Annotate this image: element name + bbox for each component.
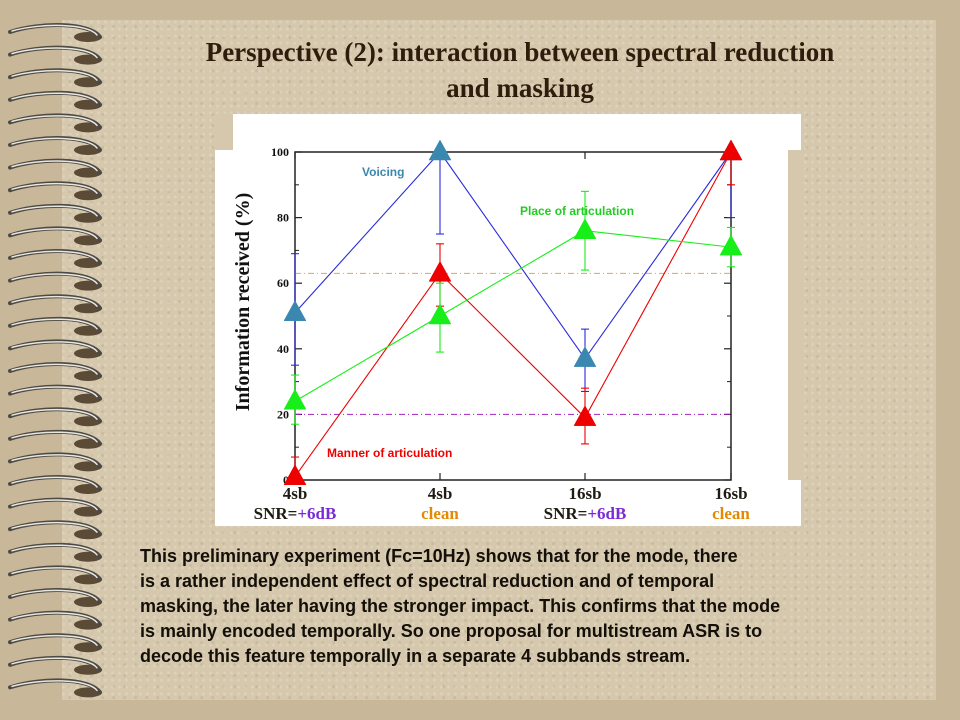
binding-ring-highlight — [11, 454, 98, 466]
binding-ring-highlight — [11, 431, 98, 443]
y-tick-label: 80 — [277, 211, 289, 225]
place-point — [573, 218, 597, 239]
manner-line — [294, 151, 732, 478]
description-line: is mainly encoded temporally. So one pro… — [140, 621, 763, 641]
y-axis-label: Information received (%) — [232, 193, 254, 411]
slide-title-line1: Perspective (2): interaction between spe… — [205, 37, 835, 67]
place-label: Place of articulation — [520, 204, 634, 218]
description-text: This preliminary experiment (Fc=10Hz) sh… — [140, 544, 930, 669]
chart-background — [215, 114, 801, 526]
subband-label: 16sb — [568, 484, 602, 503]
y-tick-label: 60 — [277, 276, 289, 290]
binding-ring-highlight — [11, 69, 98, 81]
voicing-point — [573, 346, 597, 367]
place-point — [283, 388, 307, 410]
voicing-label: Voicing — [362, 165, 404, 179]
binding-ring-highlight — [11, 205, 98, 217]
binding-ring-highlight — [11, 408, 98, 420]
clean-label: clean — [421, 504, 459, 523]
y-tick-label: 40 — [277, 342, 289, 356]
category-label: 4sb clean — [370, 484, 510, 524]
binding-ring-highlight — [11, 657, 98, 669]
binding-ring-highlight — [11, 386, 98, 398]
description-line: masking, the later having the stronger i… — [140, 596, 781, 616]
binding-ring-highlight — [11, 47, 98, 59]
place-line — [294, 230, 732, 402]
binding-ring-highlight — [11, 115, 98, 127]
snr-prefix: SNR= — [253, 504, 298, 523]
description-line: decode this feature temporally in a sepa… — [140, 646, 691, 666]
manner-point — [719, 139, 743, 161]
place-point — [719, 234, 743, 256]
slide-title: Perspective (2): interaction between spe… — [120, 34, 920, 106]
binding-ring-highlight — [11, 318, 98, 330]
binding-ring-highlight — [11, 137, 98, 149]
binding-ring-highlight — [11, 499, 98, 511]
binding-ring-highlight — [11, 228, 98, 240]
manner-point — [573, 405, 597, 426]
binding-ring-highlight — [11, 92, 98, 104]
voicing-point — [428, 139, 452, 161]
binding-ring-highlight — [11, 273, 98, 285]
binding-ring-highlight — [11, 341, 98, 353]
category-label: 4sb SNR=+6dB — [225, 484, 365, 524]
binding-ring-highlight — [11, 476, 98, 488]
chart-corner-notch — [215, 114, 233, 150]
binding-ring-highlight — [11, 24, 98, 36]
binding-ring-highlight — [11, 634, 98, 646]
binding-ring-highlight — [11, 544, 98, 556]
chart-right-notch — [788, 150, 801, 480]
spiral-binding — [8, 23, 102, 698]
binding-ring-highlight — [11, 521, 98, 533]
binding-ring-highlight — [11, 612, 98, 624]
description-line: This preliminary experiment (Fc=10Hz) sh… — [140, 546, 738, 566]
manner-label: Manner of articulation — [327, 446, 452, 460]
slide-title-line2: and masking — [446, 73, 594, 103]
chart-area: 0 20 40 60 80 100 Information received (%) Voic… — [215, 114, 801, 526]
snr-value: +6dB — [297, 504, 337, 523]
snr-value: +6dB — [587, 504, 627, 523]
y-tick-label: 100 — [271, 145, 289, 159]
y-tick-label: 20 — [277, 407, 289, 421]
binding-ring-highlight — [11, 589, 98, 601]
binding-ring-highlight — [11, 182, 98, 194]
category-label: 16sb clean — [661, 484, 801, 524]
manner-point — [283, 464, 307, 485]
binding-ring-highlight — [11, 295, 98, 307]
subband-label: 4sb — [427, 484, 453, 503]
binding-ring-highlight — [11, 160, 98, 172]
description-line: is a rather independent effect of spectr… — [140, 571, 715, 591]
snr-prefix: SNR= — [543, 504, 588, 523]
binding-ring-highlight — [11, 250, 98, 262]
binding-ring-highlight — [11, 680, 98, 692]
place-point — [428, 303, 452, 325]
line-chart: 0 20 40 60 80 100 Information received (%) Voic… — [215, 114, 801, 526]
voicing-point — [283, 300, 307, 321]
binding-ring-highlight — [11, 363, 98, 375]
manner-point — [428, 260, 452, 282]
subband-label: 4sb — [282, 484, 308, 503]
category-labels: 4sb SNR=+6dB 4sb clean 16sb SNR=+6dB 16s… — [215, 484, 801, 528]
y-tick-label: 0 — [283, 473, 289, 487]
voicing-line — [294, 151, 732, 360]
subband-label: 16sb — [714, 484, 748, 503]
category-label: 16sb SNR=+6dB — [515, 484, 655, 524]
binding-ring-highlight — [11, 567, 98, 579]
clean-label: clean — [712, 504, 750, 523]
